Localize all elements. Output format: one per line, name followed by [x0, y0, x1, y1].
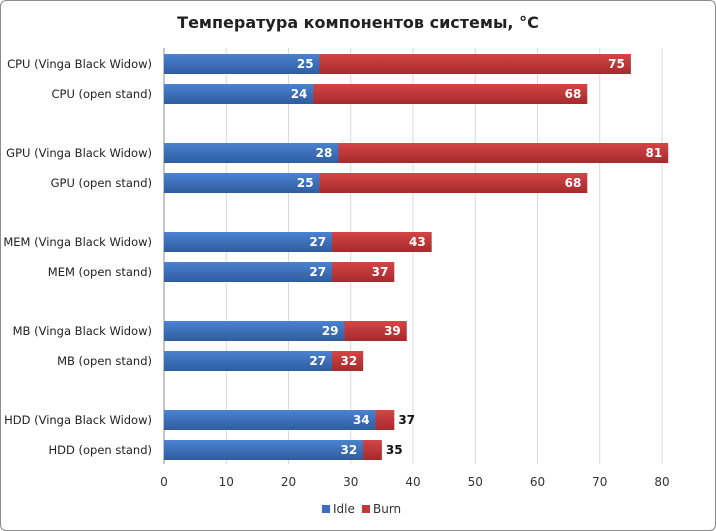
bar-idle	[164, 410, 376, 430]
x-tick-label: 60	[530, 475, 545, 489]
category-label: CPU (Vinga Black Widow)	[7, 57, 152, 71]
legend-label-idle: Idle	[333, 502, 355, 516]
category-label: MB (open stand)	[57, 354, 152, 368]
data-label-idle: 24	[291, 87, 308, 101]
bar-idle	[164, 173, 320, 193]
x-tick-label: 50	[468, 475, 483, 489]
data-label-idle: 27	[309, 265, 326, 279]
data-label-burn: 43	[409, 235, 426, 249]
x-tick-label: 20	[281, 475, 296, 489]
data-label-idle: 28	[316, 146, 333, 160]
x-tick-label: 70	[592, 475, 607, 489]
data-label-idle: 27	[309, 235, 326, 249]
chart-title: Температура компонентов системы, °C	[177, 13, 539, 32]
x-tick-label: 30	[343, 475, 358, 489]
data-label-idle: 32	[340, 443, 357, 457]
data-label-burn: 35	[386, 443, 403, 457]
category-label: MB (Vinga Black Widow)	[13, 324, 152, 338]
data-label-burn: 75	[608, 57, 625, 71]
category-label: GPU (open stand)	[51, 176, 152, 190]
bar-idle	[164, 321, 345, 341]
data-label-idle: 25	[297, 57, 314, 71]
data-label-idle: 25	[297, 176, 314, 190]
bar-idle	[164, 143, 339, 163]
category-label: MEM (open stand)	[48, 265, 152, 279]
data-label-burn: 81	[646, 146, 663, 160]
bar-idle	[164, 84, 314, 104]
bar-idle	[164, 232, 333, 252]
x-tick-label: 40	[405, 475, 420, 489]
bar-idle	[164, 54, 320, 74]
category-label: CPU (open stand)	[51, 87, 152, 101]
legend-label-burn: Burn	[373, 502, 401, 516]
category-label: HDD (Vinga Black Widow)	[4, 413, 152, 427]
data-label-burn: 39	[384, 324, 401, 338]
data-label-burn: 32	[340, 354, 357, 368]
data-label-burn: 37	[372, 265, 389, 279]
x-tick-label: 0	[160, 475, 168, 489]
bar-idle	[164, 440, 364, 460]
bar-idle	[164, 262, 333, 282]
bar-idle	[164, 351, 333, 371]
data-label-burn: 68	[565, 87, 582, 101]
data-label-idle: 27	[309, 354, 326, 368]
data-label-burn: 37	[398, 413, 415, 427]
legend-swatch-idle	[322, 505, 330, 513]
category-label: HDD (open stand)	[49, 443, 152, 457]
data-label-idle: 29	[322, 324, 339, 338]
x-tick-label: 10	[219, 475, 234, 489]
data-label-idle: 34	[353, 413, 370, 427]
category-label: GPU (Vinga Black Widow)	[6, 146, 152, 160]
data-label-burn: 68	[565, 176, 582, 190]
legend-swatch-burn	[362, 505, 370, 513]
category-label: MEM (Vinga Black Widow)	[3, 235, 152, 249]
x-tick-label: 80	[654, 475, 669, 489]
